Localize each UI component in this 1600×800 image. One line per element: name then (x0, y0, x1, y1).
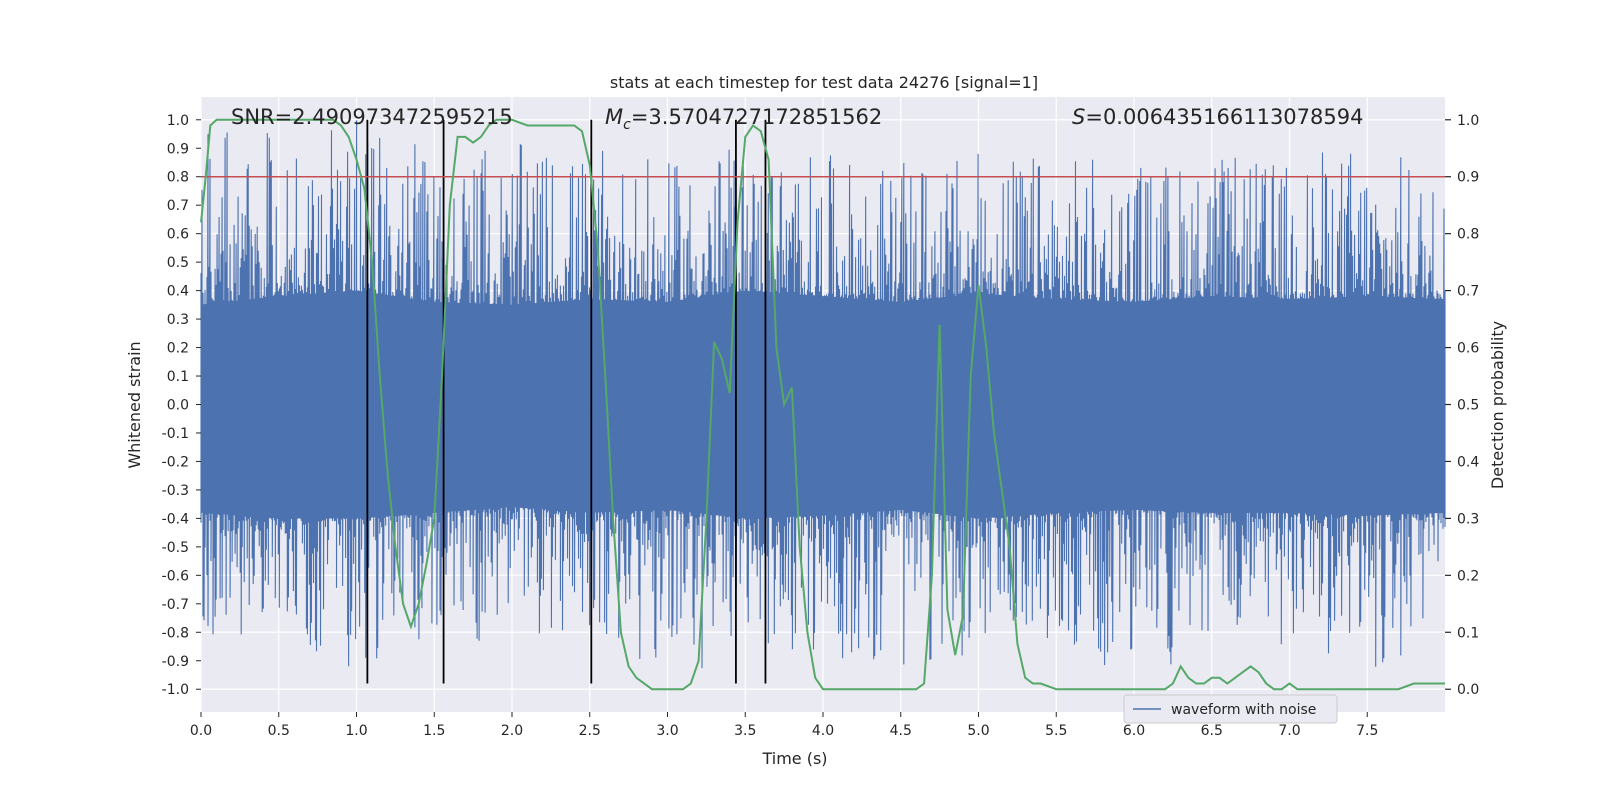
y2-tick-label: 0.6 (1457, 341, 1479, 357)
y-tick-label: 0.0 (167, 398, 189, 414)
x-axis-ticks: 0.0 0.5 1.0 1.5 2.0 2.5 3.0 3.5 4.0 4.5 5.0 5.5 6.0 6… (190, 712, 1378, 739)
y2-axis-label: Detection probability (1488, 321, 1507, 489)
y-axis-label: Whitened strain (125, 341, 144, 468)
y-tick-label: 1.0 (167, 113, 189, 129)
y-tick-label: 0.2 (167, 341, 189, 357)
y-tick-label: -0.3 (162, 483, 189, 499)
y-tick-label: 0.3 (167, 312, 189, 328)
y-tick-label: 0.9 (167, 141, 189, 157)
y2-tick-label: 1.0 (1457, 113, 1479, 129)
x-tick-label: 7.5 (1356, 723, 1378, 739)
waveform-series (200, 120, 1446, 669)
chirp-mass-subscript: c (623, 117, 631, 133)
x-tick-label: 5.5 (1045, 723, 1067, 739)
x-tick-label: 1.5 (423, 723, 445, 739)
y2-axis-ticks: 1.0 0.9 0.8 0.7 0.6 0.5 0.4 0.3 0.2 0.1 0.0 (1445, 113, 1479, 698)
x-tick-label: 3.0 (656, 723, 678, 739)
y2-tick-label: 0.1 (1457, 625, 1479, 641)
chirp-mass-symbol: M (605, 105, 623, 129)
x-tick-label: 2.5 (579, 723, 601, 739)
y-tick-label: 0.7 (167, 198, 189, 214)
x-tick-label: 0.5 (268, 723, 290, 739)
y2-tick-label: 0.2 (1457, 568, 1479, 584)
y2-tick-label: 0.8 (1457, 227, 1479, 243)
s-value: =0.006435166113078594 (1085, 105, 1363, 129)
y-tick-label: -0.2 (162, 454, 189, 470)
legend: waveform with noise (1123, 694, 1338, 724)
y-tick-label: 0.8 (167, 170, 189, 186)
y-tick-label: 0.4 (167, 284, 189, 300)
x-tick-label: 3.5 (734, 723, 756, 739)
legend-box (1123, 694, 1338, 724)
y2-tick-label: 0.0 (1457, 682, 1479, 698)
chart-title: stats at each timestep for test data 242… (610, 73, 1038, 92)
s-symbol: S (1072, 105, 1085, 129)
y2-tick-label: 0.4 (1457, 454, 1479, 470)
probability-line (200, 118, 1445, 691)
y-tick-label: -0.8 (162, 625, 189, 641)
x-axis-label: Time (s) (761, 749, 827, 768)
detection-probability-series (200, 118, 1445, 691)
y-tick-label: 0.6 (167, 227, 189, 243)
y-tick-label: -1.0 (162, 682, 189, 698)
y-tick-label: -0.7 (162, 597, 189, 613)
y2-tick-label: 0.3 (1457, 511, 1479, 527)
y-tick-label: -0.6 (162, 568, 189, 584)
y2-tick-label: 0.7 (1457, 284, 1479, 300)
legend-label: waveform with noise (1171, 702, 1316, 718)
waveform-dense-band (201, 290, 1445, 519)
snr-annotation: SNR=2.490973472595215 (231, 105, 513, 129)
y2-tick-label: 0.9 (1457, 170, 1479, 186)
x-tick-label: 6.0 (1123, 723, 1145, 739)
y-tick-label: -0.4 (162, 511, 189, 527)
y-tick-label: -0.5 (162, 540, 189, 556)
y-tick-label: -0.9 (162, 654, 189, 670)
chirp-mass-annotation: Mc=3.5704727172851562 (605, 105, 882, 133)
y2-tick-label: 0.5 (1457, 398, 1479, 414)
y-tick-label: 0.1 (167, 369, 189, 385)
x-tick-label: 0.0 (190, 723, 212, 739)
x-tick-label: 7.0 (1278, 723, 1300, 739)
y-axis-ticks: 1.0 0.9 0.8 0.7 0.6 0.5 0.4 0.3 0.2 0.1 0.0 -0.1 -0.… (162, 113, 201, 698)
x-tick-label: 6.5 (1201, 723, 1223, 739)
x-tick-label: 2.0 (501, 723, 523, 739)
x-tick-label: 1.0 (345, 723, 367, 739)
s-annotation: S=0.006435166113078594 (1072, 105, 1363, 129)
x-tick-label: 4.0 (812, 723, 834, 739)
x-tick-label: 5.0 (967, 723, 989, 739)
y-tick-label: -0.1 (162, 426, 189, 442)
chirp-mass-value: =3.5704727172851562 (631, 105, 882, 129)
y-tick-label: 0.5 (167, 255, 189, 271)
x-tick-label: 4.5 (890, 723, 912, 739)
